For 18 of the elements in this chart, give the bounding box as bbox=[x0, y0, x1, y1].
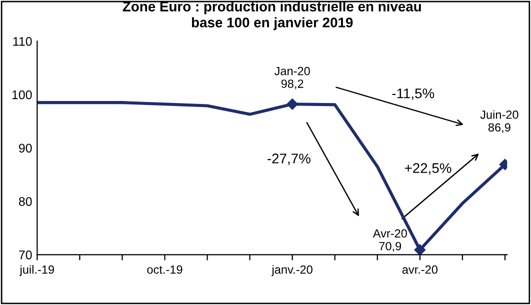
data-label: Avr-20 70,9 bbox=[372, 229, 407, 252]
y-tick-label: 100 bbox=[12, 90, 32, 100]
x-tick-label: juil.-19 bbox=[19, 265, 54, 276]
point bbox=[286, 98, 298, 110]
x-tick-label: janv.-20 bbox=[271, 265, 312, 276]
y-tick-label: 110 bbox=[13, 36, 32, 46]
data-label: Jan-20 98,2 bbox=[274, 66, 310, 90]
annotation: -11,5% bbox=[392, 88, 434, 100]
data-label: Juin-20 86,9 bbox=[480, 110, 518, 133]
annotation: -27,7% bbox=[268, 154, 310, 166]
point bbox=[414, 244, 426, 255]
y-tick-label: 70 bbox=[19, 250, 32, 260]
x-tick-label: avr.-20 bbox=[402, 265, 438, 274]
x-tick-label: oct.-19 bbox=[147, 265, 182, 274]
chart-title: Zone Euro : production industrielle en niveau base 100 en janvier 2019 bbox=[122, 1, 421, 30]
y-tick-label: 80 bbox=[18, 197, 32, 206]
annotation: +22,5% bbox=[404, 163, 452, 175]
y-tick-label: 90 bbox=[18, 144, 32, 153]
